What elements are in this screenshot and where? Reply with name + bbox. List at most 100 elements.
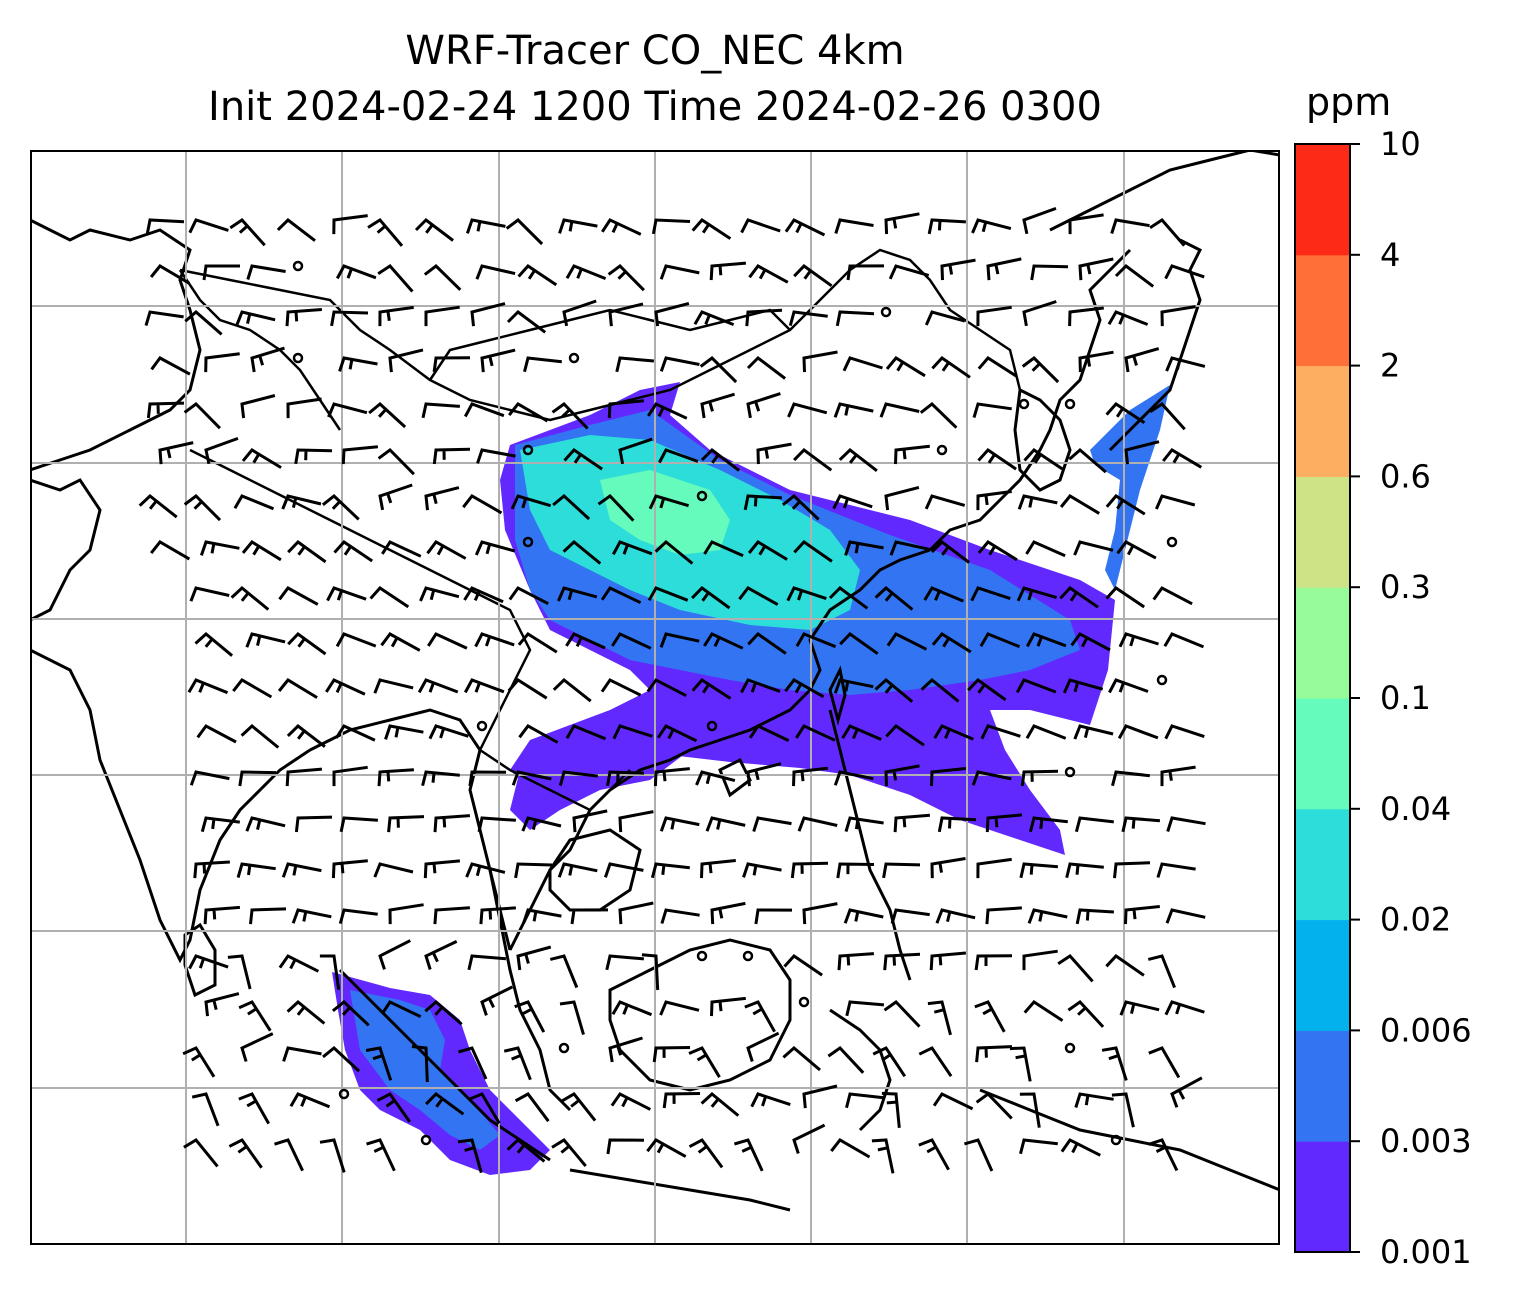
- wind-barb: [833, 770, 874, 786]
- wind-barb: [963, 1138, 994, 1172]
- wind-barb: [746, 356, 787, 380]
- wind-barb: [890, 908, 930, 925]
- wind-barb: [833, 678, 874, 694]
- map-panel: [30, 150, 1280, 1245]
- wind-barb: [788, 310, 828, 326]
- wind-barb: [230, 586, 270, 611]
- wind-barb: [338, 356, 378, 372]
- wind-barb: [291, 908, 332, 924]
- wind-barb: [923, 586, 964, 603]
- wind-barb: [274, 1138, 304, 1172]
- wind-barb: [603, 862, 644, 878]
- wind-barb: [1164, 264, 1205, 280]
- wind-barb: [977, 448, 1017, 471]
- wind-barb: [319, 954, 341, 990]
- wind-barb: [931, 632, 972, 654]
- wind-barb: [468, 1092, 501, 1125]
- wind-barb: [150, 356, 191, 376]
- wind-barb: [281, 862, 322, 878]
- wind-barb: [238, 1092, 271, 1125]
- border-mongolia: [428, 308, 791, 381]
- wind-barb: [286, 724, 326, 748]
- wind-barb: [688, 1046, 721, 1078]
- wind-barb: [505, 218, 544, 246]
- wind-barb: [782, 1046, 821, 1072]
- colorbar: 0.001 0.003 0.006 0.02 0.04 0.1 0.3 0.6 2 4 10: [1294, 125, 1472, 1271]
- wind-barb: [1009, 1046, 1032, 1082]
- wind-barb: [138, 494, 178, 519]
- wind-barb: [511, 770, 552, 786]
- wind-barb: [367, 218, 404, 247]
- wind-barb: [465, 862, 506, 878]
- wind-barb: [1019, 862, 1059, 879]
- wind-barb: [894, 444, 930, 465]
- wind-barb: [1057, 954, 1094, 983]
- wind-barb: [845, 1000, 885, 1017]
- wind-barb: [232, 678, 273, 699]
- wind-barb: [834, 218, 874, 234]
- wind-barb: [839, 632, 879, 655]
- wind-barb: [746, 392, 781, 419]
- wind-barb: [1025, 724, 1067, 740]
- wind-barb: [463, 402, 505, 418]
- colorbar-band: [1295, 476, 1350, 588]
- wind-barb: [521, 816, 562, 832]
- wind-barb: [745, 308, 783, 327]
- wind-barb: [552, 494, 591, 521]
- wind-barb: [387, 815, 425, 833]
- wind-barb: [883, 952, 921, 971]
- wind-barb: [709, 261, 747, 281]
- wind-barb: [507, 678, 548, 700]
- wind-barb: [424, 1000, 463, 1026]
- wind-barb: [611, 632, 652, 650]
- wind-barb: [518, 724, 559, 744]
- wind-barb: [1108, 678, 1149, 694]
- wind-barb: [1155, 494, 1196, 510]
- wind-barb: [802, 1084, 838, 1109]
- wind-barb: [795, 724, 836, 742]
- wind-barb: [646, 1138, 687, 1158]
- wind-barb: [433, 906, 470, 925]
- wind-barb: [561, 1092, 597, 1122]
- wind-barb: [149, 264, 191, 285]
- coast-gulf-thailand: [548, 828, 642, 912]
- wind-barb: [1152, 586, 1193, 606]
- wind-barb: [558, 770, 598, 787]
- wind-barb: [1022, 300, 1057, 327]
- wind-barb: [289, 1092, 331, 1109]
- wind-barb: [366, 1138, 396, 1172]
- wind-barb: [322, 1046, 361, 1073]
- wind-barb: [845, 1092, 884, 1109]
- wind-barb: [975, 1045, 1013, 1063]
- wind-barb: [618, 810, 654, 833]
- wind-barb: [335, 632, 377, 648]
- wind-barb: [563, 448, 603, 471]
- wind-barb: [228, 1138, 263, 1169]
- wind-barb: [919, 402, 958, 429]
- wind-barb: [597, 494, 635, 522]
- wind-barb: [376, 1092, 411, 1123]
- wind-calm-marker: [880, 306, 892, 318]
- wind-barb: [1121, 816, 1161, 833]
- wind-barb: [658, 448, 699, 464]
- wind-barb: [884, 485, 920, 511]
- wind-barb: [552, 678, 592, 703]
- wind-barb: [1149, 402, 1186, 431]
- wind-barb: [940, 258, 976, 281]
- wind-barb: [414, 218, 455, 242]
- wind-barb: [202, 264, 240, 281]
- wind-barb: [1015, 678, 1057, 694]
- wind-barb: [980, 724, 1021, 740]
- wind-barb: [967, 678, 1007, 702]
- wind-barb: [503, 1046, 532, 1081]
- wind-barb: [985, 906, 1022, 925]
- wind-barb: [837, 952, 875, 971]
- wind-barb: [1101, 1046, 1128, 1081]
- wind-barb: [654, 301, 690, 327]
- wind-barb: [508, 586, 549, 606]
- colorbar-band: [1295, 919, 1350, 1031]
- coast-philippines: [828, 709, 912, 981]
- colorbar-band: [1295, 144, 1350, 256]
- wind-barb: [703, 632, 744, 650]
